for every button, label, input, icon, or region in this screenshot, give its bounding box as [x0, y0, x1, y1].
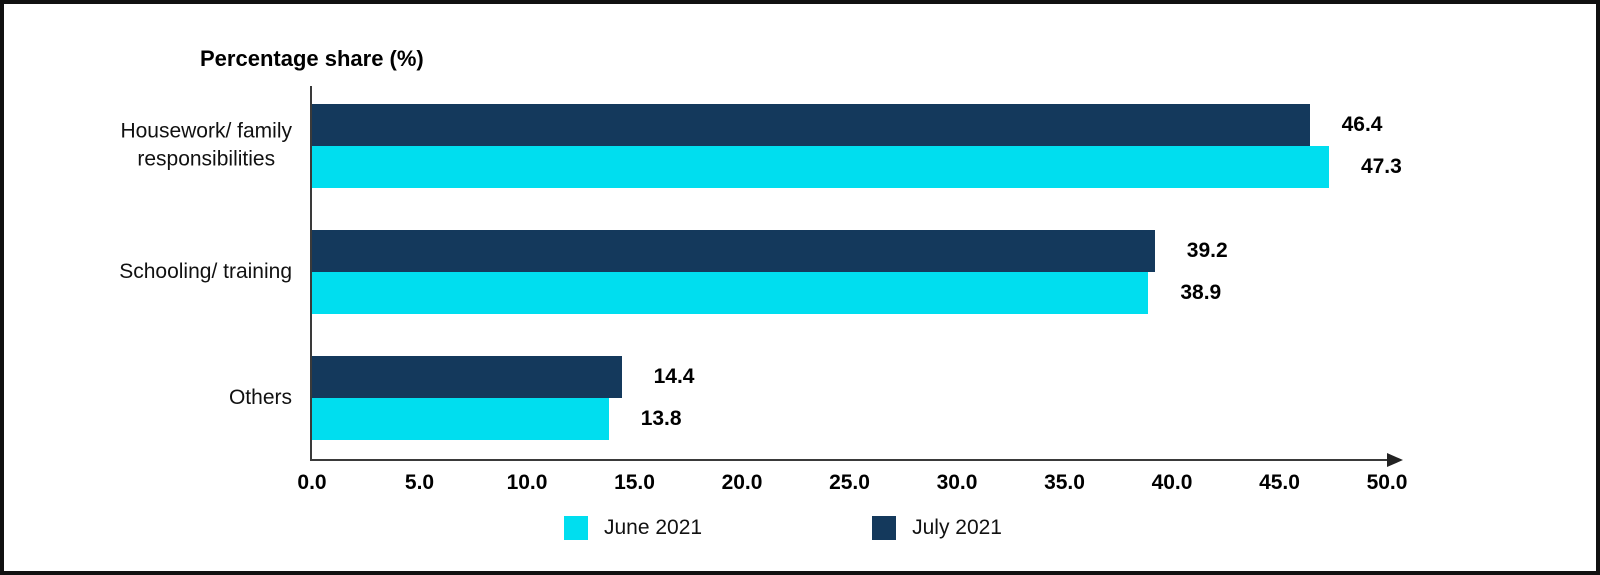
value-label-others-june-2021: 13.8 [640, 407, 682, 430]
legend: June 2021 July 2021 [564, 516, 1002, 540]
value-label-housework-family-responsibilities-july-2021: 46.4 [1341, 113, 1383, 136]
category-label-others: Others [228, 385, 292, 409]
bar-others-july-2021 [312, 356, 622, 398]
bar-others-june-2021 [312, 398, 609, 440]
value-label-schooling-training-july-2021: 39.2 [1186, 239, 1228, 262]
x-axis-arrow-icon [1387, 453, 1403, 467]
x-tick-50-0: 50.0 [1366, 471, 1408, 494]
x-tick-25-0: 25.0 [829, 471, 870, 494]
value-label-housework-family-responsibilities-june-2021: 47.3 [1360, 155, 1402, 178]
chart-title: Percentage share (%) [200, 46, 424, 71]
category-label-schooling-training: Schooling/ training [119, 259, 292, 283]
x-tick-0-0: 0.0 [297, 471, 327, 494]
x-tick-5-0: 5.0 [404, 471, 435, 494]
x-tick-40-0: 40.0 [1151, 471, 1193, 494]
value-label-others-july-2021: 14.4 [653, 365, 695, 388]
plot-area: 46.4 47.3 39.2 38.9 14.4 13.8 0.0 5.0 10.0 15.0 20… [297, 86, 1407, 494]
bar-schooling-training-june-2021 [312, 272, 1149, 314]
bar-housework-family-responsibilities-july-2021 [312, 104, 1310, 146]
legend-swatch-june-2021 [564, 516, 588, 540]
x-tick-35-0: 35.0 [1044, 471, 1085, 494]
x-tick-30-0: 30.0 [936, 471, 978, 494]
x-tick-10-0: 10.0 [506, 471, 548, 494]
legend-item-july-2021: July 2021 [872, 516, 1002, 540]
legend-label-june-2021: June 2021 [604, 516, 703, 539]
legend-item-june-2021: June 2021 [564, 516, 702, 540]
legend-swatch-july-2021 [872, 516, 897, 540]
value-label-schooling-training-june-2021: 38.9 [1180, 281, 1222, 304]
legend-label-july-2021: July 2021 [912, 516, 1002, 539]
x-tick-45-0: 45.0 [1259, 471, 1300, 494]
x-tick-20-0: 20.0 [721, 471, 763, 494]
bar-schooling-training-july-2021 [312, 230, 1155, 272]
category-label-housework-family-responsibilities: Housework/ family responsibilities [120, 119, 292, 171]
bar-housework-family-responsibilities-june-2021 [312, 146, 1329, 188]
x-tick-15-0: 15.0 [614, 471, 655, 494]
